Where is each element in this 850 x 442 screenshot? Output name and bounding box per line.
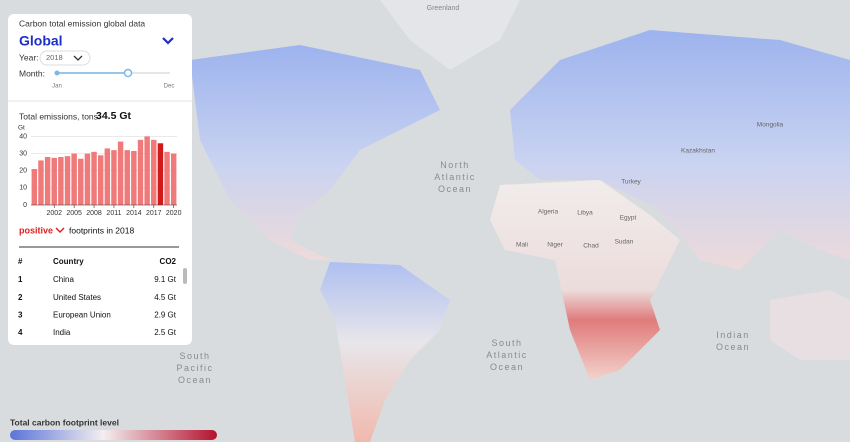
table-cell: India	[53, 328, 71, 337]
y-tick-label: 30	[19, 150, 27, 157]
land	[190, 0, 850, 442]
map-label: Chad	[583, 243, 599, 250]
y-tick-label: 40	[19, 133, 27, 140]
filter-chevron[interactable]	[55, 227, 65, 234]
total-label: Total emissions, tons:	[19, 111, 100, 121]
y-tick-label: 0	[23, 202, 27, 209]
month-handle-start[interactable]	[54, 70, 60, 76]
month-label: Month:	[19, 68, 45, 78]
bar	[97, 155, 104, 205]
map-label: Kazakhstan	[681, 148, 715, 155]
table-cell: United States	[53, 293, 101, 302]
map-label: South Atlantic Ocean	[486, 338, 528, 372]
table-cell: 2	[18, 293, 23, 302]
table-header: Country	[53, 257, 84, 266]
bar	[144, 136, 150, 205]
bar	[111, 150, 117, 205]
x-tick-label: 2020	[166, 210, 182, 217]
bar	[131, 151, 137, 205]
bar	[157, 143, 164, 205]
region-select[interactable]: Global	[19, 33, 63, 49]
total-value: 34.5 Gt	[96, 110, 132, 122]
map-label: Indian Ocean	[716, 330, 750, 352]
map-label: Egypt	[620, 215, 637, 222]
bar	[124, 150, 130, 205]
bar	[31, 169, 38, 205]
map-label: Niger	[547, 242, 563, 249]
year-dropdown[interactable]	[39, 50, 91, 66]
bar	[117, 141, 124, 205]
month-end: Dec	[164, 84, 175, 90]
bar	[51, 157, 57, 205]
bar	[104, 148, 111, 205]
month-handle-end[interactable]	[123, 68, 133, 78]
x-tick-label: 2014	[126, 210, 142, 217]
bar	[170, 153, 177, 205]
table-header: #	[18, 257, 23, 266]
x-tick-label: 2017	[146, 210, 162, 217]
table-cell: China	[53, 275, 74, 284]
map-labels: Greenland North Atlantic Ocean South Pacific O…	[176, 5, 783, 386]
australia	[770, 290, 850, 360]
filter-text: footprints in 2018	[69, 225, 134, 235]
y-tick-label: 10	[19, 185, 27, 192]
bar	[58, 157, 64, 205]
year-value[interactable]: 2018	[46, 53, 63, 62]
bar	[71, 153, 77, 205]
table-cell: 1	[18, 275, 23, 284]
table-cell: 3	[18, 311, 23, 320]
africa	[490, 180, 680, 380]
x-tick-label: 2011	[106, 210, 121, 217]
ranking-table: # Country CO2 1 China 9.1 Gt 2 United States 4.5…	[18, 257, 177, 337]
bar	[78, 158, 84, 205]
panel-subtitle: Carbon total emission global data	[19, 18, 145, 28]
table-cell: 9.1 Gt	[154, 275, 177, 284]
table-cell: 2.9 Gt	[154, 311, 177, 320]
bar	[151, 139, 157, 205]
bar	[64, 156, 71, 205]
north-america	[190, 45, 440, 260]
map-label: North Atlantic Ocean	[434, 160, 476, 194]
map-label: Mali	[516, 242, 528, 249]
year-label: Year:	[19, 52, 39, 62]
scrollbar[interactable]	[183, 268, 187, 284]
eurasia	[510, 30, 850, 270]
year-chevron[interactable]	[73, 55, 83, 61]
legend-title: Total carbon footprint level	[10, 417, 119, 427]
map-label: Mongolia	[757, 122, 784, 129]
table-cell: 4	[18, 328, 23, 337]
table-header: CO2	[160, 257, 177, 266]
bar	[44, 157, 51, 205]
south-america	[320, 262, 450, 442]
bar	[38, 160, 44, 205]
table-cell: 2.5 Gt	[154, 328, 177, 337]
region-chevron[interactable]	[162, 37, 174, 45]
bar	[84, 153, 91, 205]
map-label: South Pacific Ocean	[176, 351, 213, 385]
map-label: Sudan	[615, 239, 634, 246]
filter-select[interactable]: positive	[19, 225, 53, 235]
map-label: Turkey	[621, 179, 641, 186]
emissions-chart: 0 10 20 30 40 2002 2005 2008 2011 2014 2017 2020	[19, 133, 181, 217]
table-cell: 4.5 Gt	[154, 293, 177, 302]
greenland	[380, 0, 520, 70]
x-tick-label: 2005	[66, 210, 82, 217]
month-start: Jan	[52, 84, 62, 90]
y-unit: Gt	[18, 125, 25, 132]
map-label: Algeria	[538, 209, 559, 216]
y-tick-label: 20	[19, 168, 27, 175]
legend-gradient	[10, 430, 217, 440]
table-cell: European Union	[53, 311, 111, 320]
map-label: Greenland	[427, 5, 460, 12]
x-tick-label: 2002	[46, 210, 62, 217]
bar	[137, 139, 144, 205]
bar	[91, 151, 97, 205]
bar	[164, 151, 170, 205]
map-label: Libya	[577, 210, 593, 217]
x-tick-label: 2008	[86, 210, 102, 217]
